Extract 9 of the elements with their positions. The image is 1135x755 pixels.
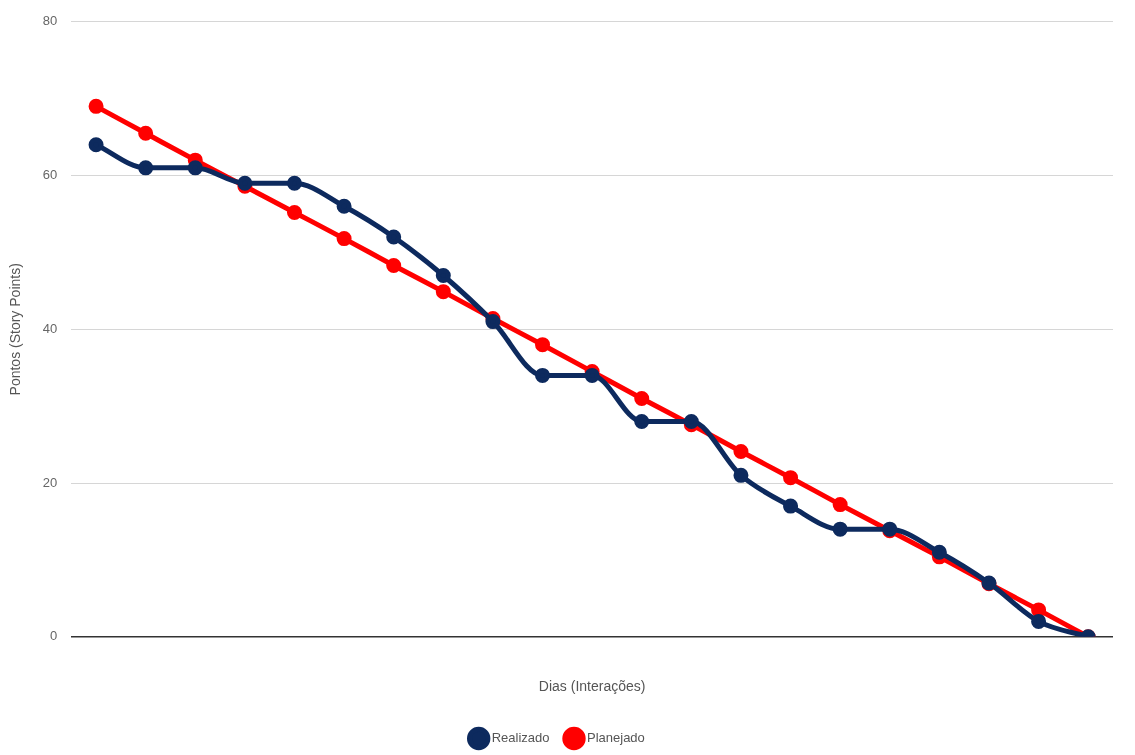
y-tick-label: 40 xyxy=(42,320,58,336)
legend-label: Realizado xyxy=(491,730,550,746)
y-tick-label: 80 xyxy=(42,13,58,29)
y-tick-label: 60 xyxy=(42,167,58,183)
x-axis-title: Dias (Interações) xyxy=(538,678,646,695)
y-axis-title: Pontos (Story Points) xyxy=(7,263,24,396)
legend-label: Planejado xyxy=(586,730,645,746)
y-tick-label: 0 xyxy=(50,628,58,644)
y-tick-label: 20 xyxy=(42,474,58,490)
